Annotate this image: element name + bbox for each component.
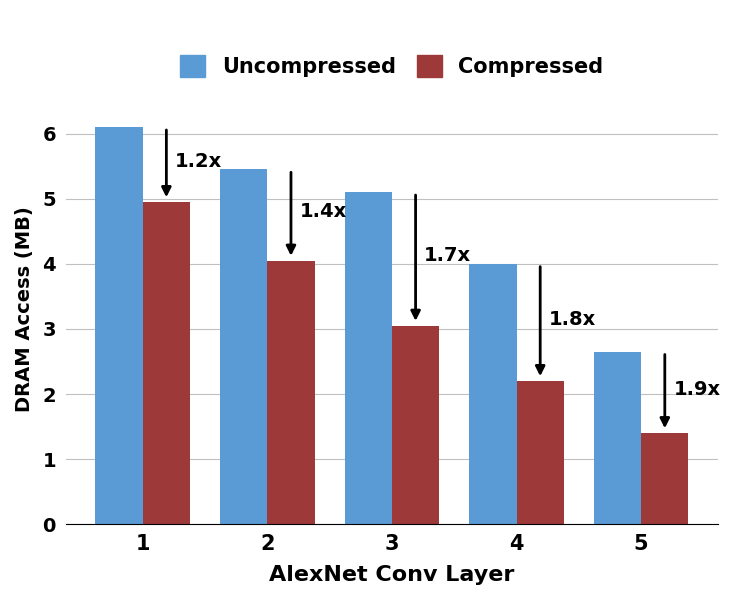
Text: 1.9x: 1.9x	[674, 380, 721, 398]
Text: 1.4x: 1.4x	[299, 202, 347, 221]
Text: 1.8x: 1.8x	[549, 310, 597, 329]
Bar	[516, 381, 564, 524]
Text: 1.2x: 1.2x	[175, 152, 222, 171]
Bar	[268, 260, 315, 524]
Bar	[392, 326, 439, 524]
Bar	[469, 264, 516, 524]
Legend: Uncompressed, Compressed: Uncompressed, Compressed	[174, 49, 610, 83]
Bar	[143, 202, 190, 524]
Bar	[594, 352, 641, 524]
Bar	[641, 433, 688, 524]
Y-axis label: DRAM Access (MB): DRAM Access (MB)	[15, 206, 34, 412]
Bar	[96, 127, 143, 524]
X-axis label: AlexNet Conv Layer: AlexNet Conv Layer	[269, 565, 514, 585]
Bar	[345, 192, 392, 524]
Bar	[220, 169, 268, 524]
Text: 1.7x: 1.7x	[425, 246, 471, 265]
